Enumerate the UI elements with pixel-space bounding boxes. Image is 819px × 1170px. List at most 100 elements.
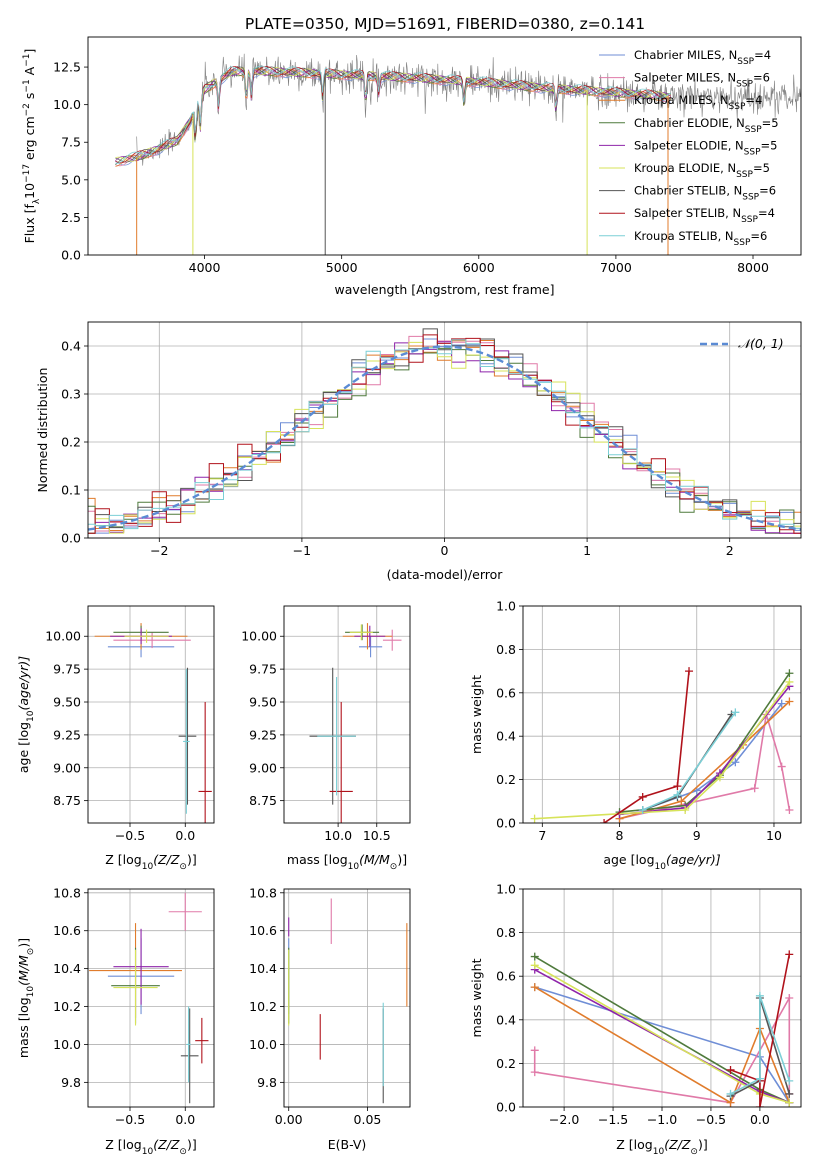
axes-mass-EBV: 0.00 0.05 9.8 10.0 10.2 10.4 10.6 10.8 E(B-V) — [249, 885, 411, 1152]
weight-marker — [715, 773, 724, 782]
y-tick-label: 10.8 — [249, 885, 277, 900]
legend-entry: Kroupa STELIB, NSSP=6 — [634, 229, 767, 248]
plot-area — [88, 328, 801, 534]
weight-marker — [785, 950, 794, 959]
axes-frame — [283, 605, 411, 824]
model-spectrum — [115, 66, 671, 164]
x-tick-label: −2 — [150, 543, 168, 558]
model-spectrum — [115, 65, 671, 164]
weight-marker — [755, 1074, 764, 1083]
legend-entry: Chabrier STELIB, NSSP=6 — [634, 184, 776, 203]
weight-marker — [785, 805, 794, 814]
weight-marker — [755, 991, 764, 1000]
y-tick-label: 10.4 — [53, 961, 81, 976]
axes-frame — [283, 888, 411, 1108]
weight-marker — [731, 708, 740, 717]
y-tick-label: 9.75 — [249, 662, 277, 677]
legend-entry: Salpeter STELIB, NSSP=4 — [634, 206, 775, 225]
weight-line — [619, 714, 791, 820]
x-tick-label: 8 — [616, 828, 624, 843]
y-tick-label: 9.8 — [61, 1075, 81, 1090]
axes-age-Z: −0.5 0.0 8.75 9.00 9.25 9.50 9.75 10.00 Z [log10… — [16, 605, 215, 872]
weight-marker — [785, 697, 794, 706]
weight-marker — [673, 782, 682, 791]
weight-marker — [677, 797, 686, 806]
x-tick-label: −0.5 — [115, 1112, 145, 1127]
weight-marker — [777, 762, 786, 771]
x-tick-label: 0 — [441, 543, 449, 558]
legend-entry: Salpeter MILES, NSSP=6 — [634, 71, 770, 90]
legend-entry: Kroupa MILES, NSSP=4 — [634, 93, 762, 112]
model-spectrum — [115, 66, 671, 163]
y-tick-label: 0.1 — [61, 483, 81, 498]
weight-marker — [785, 1098, 794, 1107]
residual-histogram — [88, 339, 801, 530]
weight-line — [619, 685, 791, 816]
axes-weight-Z: −2.0 −1.5 −1.0 −0.5 0.0 0.0 0.2 0.4 0.6 0.8 1.0 Z [… — [469, 882, 802, 1157]
y-tick-label: 2.5 — [61, 210, 81, 225]
weight-marker — [530, 1046, 539, 1055]
weight-marker — [785, 1076, 794, 1085]
axes-frame — [522, 888, 802, 1108]
axes-frame — [87, 321, 802, 539]
y-axis-label: mass weight — [469, 675, 484, 754]
weight-marker — [731, 758, 740, 767]
y-tick-label: 9.75 — [53, 662, 81, 677]
x-axis-label: mass [log10(M/M⊙)] — [287, 852, 407, 872]
x-tick-label: −1.5 — [598, 1112, 628, 1127]
x-tick-label: 0.0 — [175, 1112, 195, 1127]
x-tick-label: 7 — [538, 828, 546, 843]
y-tick-label: 10.0 — [249, 1037, 277, 1052]
y-tick-label: 8.75 — [53, 793, 81, 808]
legend-entry: Chabrier ELODIE, NSSP=5 — [634, 116, 779, 135]
weight-marker — [530, 961, 539, 970]
y-tick-label: 9.25 — [249, 727, 277, 742]
y-tick-label: 5.0 — [61, 172, 81, 187]
residual-histogram — [88, 334, 801, 534]
y-tick-label: 0.8 — [496, 642, 516, 657]
x-tick-label: 5000 — [326, 260, 358, 275]
y-tick-label: 0.0 — [496, 1100, 516, 1115]
legend-entry: 𝒩(0, 1) — [738, 336, 784, 351]
y-tick-label: 0.4 — [61, 339, 81, 354]
y-tick-label: 0.0 — [61, 248, 81, 263]
x-axis-label: E(B-V) — [328, 1137, 367, 1152]
weight-marker — [681, 805, 690, 814]
axes-frame — [87, 605, 215, 824]
y-tick-label: 9.00 — [249, 760, 277, 775]
weight-marker — [785, 994, 794, 1002]
weight-marker — [638, 805, 647, 814]
x-tick-label: 7000 — [600, 260, 632, 275]
weight-line — [534, 986, 791, 1104]
y-tick-label: 9.8 — [257, 1075, 277, 1090]
y-axis-label: Normed distribution — [35, 368, 50, 493]
y-tick-label: 9.50 — [53, 695, 81, 710]
y-axis-label: age [log10(age/yr)] — [16, 656, 36, 773]
axes-residuals: −2 −1 0 1 2 0.0 0.1 0.2 0.3 0.4 (data-model)/error… — [35, 321, 802, 582]
weight-marker — [785, 677, 794, 686]
plot-area — [530, 667, 794, 823]
normal-curve — [88, 345, 801, 531]
x-tick-label: 8000 — [737, 260, 769, 275]
y-tick-label: 0.0 — [496, 816, 516, 831]
weight-marker — [530, 952, 539, 961]
legend-entry: Kroupa ELODIE, NSSP=5 — [634, 161, 770, 180]
weight-marker — [785, 669, 794, 678]
x-axis-label: Z [log10(Z/Z⊙)] — [616, 1137, 707, 1157]
x-tick-label: 6000 — [463, 260, 495, 275]
weight-line — [730, 995, 791, 1095]
y-tick-label: 10.4 — [249, 961, 277, 976]
weight-line — [534, 681, 791, 820]
legend-entry: Chabrier MILES, NSSP=4 — [634, 48, 771, 67]
y-tick-label: 9.00 — [53, 760, 81, 775]
x-tick-label: 9 — [693, 828, 701, 843]
y-tick-label: 0.2 — [496, 772, 516, 787]
x-tick-label: 10 — [766, 828, 782, 843]
weight-marker — [673, 790, 682, 799]
x-tick-label: 0.0 — [750, 1112, 770, 1127]
weight-marker — [777, 699, 786, 708]
x-tick-label: −0.5 — [115, 828, 145, 843]
weight-line — [730, 954, 791, 1107]
y-tick-label: 10.6 — [53, 923, 81, 938]
